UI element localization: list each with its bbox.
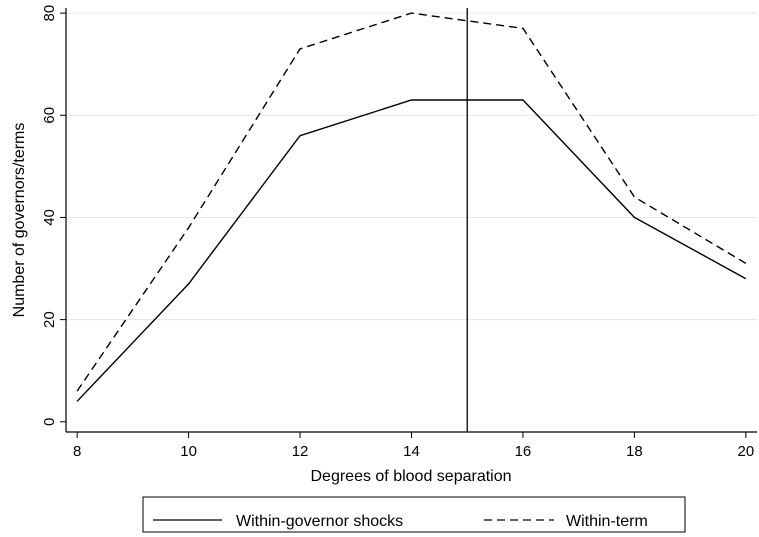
legend-label-within-term: Within-term: [566, 513, 648, 530]
series-line-within-term: [76, 12, 747, 392]
x-axis-title: Degrees of blood separation: [310, 468, 511, 485]
series-layer: [76, 12, 747, 402]
series-line-within-governor-shocks: [76, 99, 747, 402]
legend: Within-governor shocks Within-term: [142, 496, 686, 533]
y-tick-label-20: 20: [41, 311, 58, 328]
legend-box: [142, 496, 686, 533]
x-tick-label-16: 16: [515, 443, 532, 460]
legend-label-within-governor-shocks: Within-governor shocks: [236, 513, 403, 530]
y-tick-label-40: 40: [41, 209, 58, 226]
x-axis: 8 10 12 14 16 18 20: [73, 432, 754, 460]
plot-frame: [65, 8, 757, 433]
x-tick-label-12: 12: [292, 443, 309, 460]
x-tick-label-18: 18: [626, 443, 643, 460]
x-tick-label-20: 20: [738, 443, 755, 460]
x-tick-label-10: 10: [180, 443, 197, 460]
y-axis-title: Number of governors/terms: [11, 123, 28, 318]
x-tick-label-8: 8: [73, 443, 81, 460]
y-tick-label-60: 60: [41, 107, 58, 124]
y-axis: 0 20 40 60 80: [41, 5, 66, 426]
x-tick-label-14: 14: [403, 443, 420, 460]
gridlines: [66, 12, 757, 321]
y-tick-label-0: 0: [41, 418, 58, 426]
y-tick-label-80: 80: [41, 5, 58, 22]
